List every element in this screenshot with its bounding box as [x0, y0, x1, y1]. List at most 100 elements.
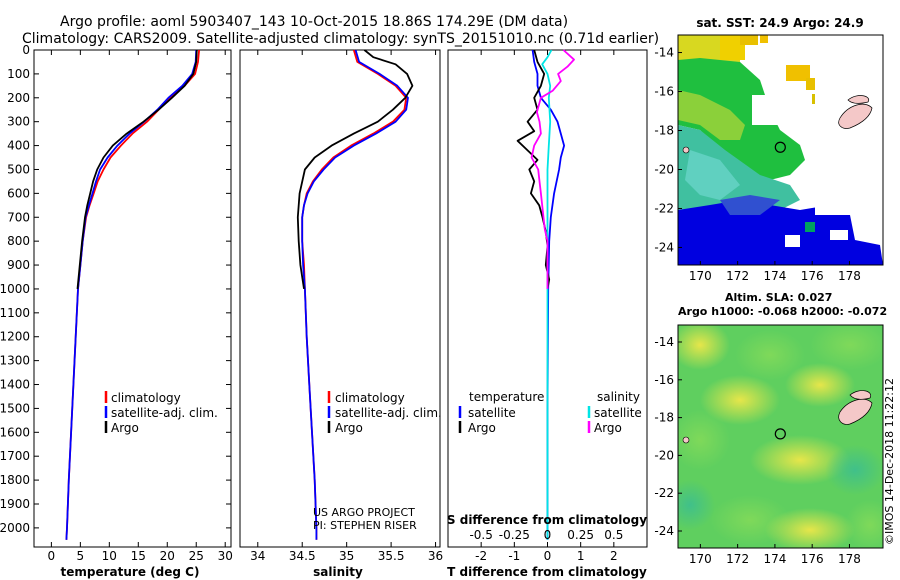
sst-field — [678, 35, 883, 265]
header-line-1: Argo profile: aoml 5903407_143 10-Oct-20… — [60, 14, 568, 30]
sst-cell — [678, 200, 883, 265]
x-tick-label: -1 — [508, 549, 520, 563]
x-tick-label: 20 — [160, 549, 175, 563]
legend-sal-argo-label: Argo — [594, 421, 622, 435]
sla-anomaly — [678, 410, 730, 470]
depth-tick-label: 1000 — [0, 282, 30, 296]
salinity-x-axis: 34 34.5 35 35.5 36 — [250, 50, 443, 563]
sst-cell — [785, 235, 800, 247]
map-y-tick-label: -22 — [654, 201, 674, 215]
legend-climatology-label: climatology — [335, 391, 405, 405]
x-tick-label: 2 — [610, 549, 618, 563]
legend-argo-label: Argo — [111, 421, 139, 435]
sla-title: Altim. SLA: 0.027 — [725, 291, 832, 304]
series-line-argo — [296, 49, 414, 290]
series-line-salinity-argo — [530, 49, 575, 289]
sla-anomaly — [750, 435, 850, 485]
sst-cell — [678, 58, 805, 180]
depth-tick-label: 0 — [22, 43, 30, 57]
sla-anomaly — [700, 375, 780, 425]
s-difference-tick-label: -0.25 — [499, 528, 530, 542]
depth-tick-label: 800 — [7, 234, 30, 248]
x-tick-label: 1 — [577, 549, 585, 563]
legend-satellite-label: satellite-adj. clim. — [335, 406, 442, 420]
depth-tick-label: 1900 — [0, 497, 30, 511]
map-y-tick-label: -16 — [654, 85, 674, 99]
s-difference-tick-label: -0.5 — [469, 528, 492, 542]
depth-tick-label: 1500 — [0, 401, 30, 415]
sst-cell — [678, 90, 745, 140]
difference-series — [516, 49, 575, 540]
depth-tick-label: 600 — [7, 186, 30, 200]
temperature-axes-frame — [33, 49, 232, 548]
depth-tick-label: 900 — [7, 258, 30, 272]
sst-map-title: sat. SST: 24.9 Argo: 24.9 — [696, 16, 863, 30]
island-outline — [682, 146, 690, 154]
x-tick-label: 30 — [218, 549, 233, 563]
salinity-x-label: salinity — [313, 565, 363, 579]
sla-anomaly — [765, 508, 855, 548]
map-y-tick-label: -18 — [654, 411, 674, 425]
island-outline — [847, 95, 870, 104]
x-tick-label: 25 — [189, 549, 204, 563]
island-outline — [682, 436, 690, 444]
sst-cell — [685, 150, 740, 200]
x-tick-label: 0 — [48, 549, 56, 563]
x-tick-label: -2 — [475, 549, 487, 563]
map-y-tick-label: -24 — [654, 524, 674, 538]
t-difference-x-label: T difference from climatology — [447, 565, 647, 579]
x-tick-label: 35 — [339, 549, 354, 563]
salinity-legend: climatology satellite-adj. clim. Argo — [327, 391, 442, 435]
s-difference-tick-label: 0.5 — [604, 528, 623, 542]
sst-map-axes: 170 172 174 176 178 -14 -16 -18 -20 -22 -24 — [654, 46, 861, 283]
sst-cell — [786, 65, 810, 81]
x-tick-label: 5 — [77, 549, 85, 563]
sla-map-panel: Altim. SLA: 0.027 Argo h1000: -0.068 h20… — [654, 291, 887, 566]
temperature-x-label: temperature (deg C) — [61, 565, 200, 579]
sla-anomaly — [678, 480, 715, 530]
map-y-tick-label: -14 — [654, 335, 674, 349]
depth-tick-label: 1200 — [0, 330, 30, 344]
sla-map-axes: 170 172 174 176 178 -14 -16 -18 -20 -22 -24 — [654, 335, 861, 566]
map-y-tick-label: -16 — [654, 373, 674, 387]
header-line-2: Climatology: CARS2009. Satellite-adjuste… — [22, 31, 659, 47]
x-tick-label: 10 — [102, 549, 117, 563]
difference-panel: -2 -1 0 1 2 temperature salinity satellite A… — [447, 49, 648, 579]
depth-tick-label: 1700 — [0, 449, 30, 463]
map-x-tick-label: 174 — [763, 269, 786, 283]
argo-height-title: Argo h1000: -0.068 h2000: -0.072 — [678, 305, 887, 318]
x-tick-label: 34 — [250, 549, 265, 563]
legend-salinity-title: salinity — [597, 390, 640, 404]
map-y-tick-label: -24 — [654, 240, 674, 254]
sst-cell — [752, 95, 782, 125]
x-tick-label: 36 — [428, 549, 443, 563]
island-outline — [849, 390, 872, 400]
depth-tick-label: 1400 — [0, 378, 30, 392]
temperature-x-axis: 0 5 10 15 20 25 30 — [48, 50, 233, 563]
sla-anomaly — [825, 445, 883, 495]
sla-anomaly — [678, 325, 730, 370]
legend-temp-satellite-label: satellite — [468, 406, 516, 420]
map-y-tick-label: -22 — [654, 486, 674, 500]
map-y-tick-label: -14 — [654, 46, 674, 60]
map-x-tick-label: 172 — [726, 269, 749, 283]
map-x-tick-label: 178 — [838, 269, 861, 283]
x-tick-label: 15 — [131, 549, 146, 563]
float-position-marker — [774, 141, 786, 153]
map-x-tick-label: 172 — [726, 552, 749, 566]
s-difference-tick-label: 0.25 — [567, 528, 594, 542]
sla-map-frame — [677, 324, 884, 549]
depth-tick-label: 200 — [7, 91, 30, 105]
sst-cell — [805, 222, 815, 232]
sla-anomaly — [845, 500, 883, 548]
depth-tick-label: 1100 — [0, 306, 30, 320]
salinity-series — [296, 49, 414, 540]
temperature-series — [65, 49, 200, 540]
sst-map-frame — [677, 34, 884, 266]
map-y-tick-label: -18 — [654, 124, 674, 138]
legend-argo-label: Argo — [335, 421, 363, 435]
depth-tick-label: 100 — [7, 67, 30, 81]
map-y-tick-label: -20 — [654, 448, 674, 462]
project-credit: US ARGO PROJECT — [313, 506, 415, 519]
island-outline — [838, 103, 873, 129]
